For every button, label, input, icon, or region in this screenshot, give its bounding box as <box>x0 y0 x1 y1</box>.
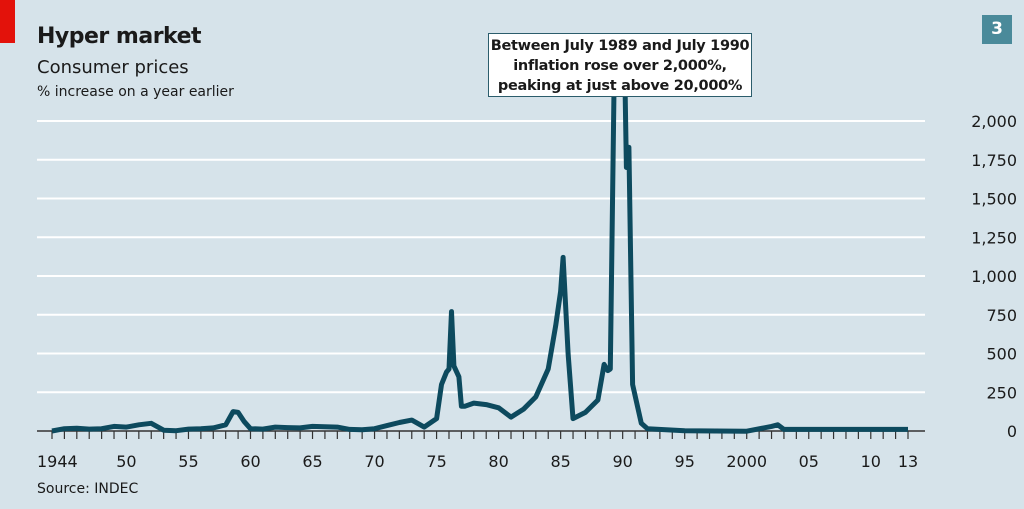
annotation-line: inflation rose over 2,000%, <box>513 58 727 74</box>
annotation-box: Between July 1989 and July 1990 inflatio… <box>488 33 752 97</box>
annotation-line: peaking at just above 20,000% <box>497 78 743 94</box>
x-tick-label: 1944 <box>37 452 78 471</box>
y-tick-label: 0 <box>1007 422 1017 441</box>
y-tick-label: 750 <box>986 306 1017 325</box>
x-tick-label: 60 <box>240 452 260 471</box>
x-tick-label: 2000 <box>726 452 767 471</box>
x-tick-label: 95 <box>675 452 695 471</box>
x-tick-label: 65 <box>302 452 322 471</box>
x-tick-label: 80 <box>488 452 508 471</box>
x-tick-label: 85 <box>550 452 570 471</box>
x-tick-label: 55 <box>178 452 198 471</box>
y-tick-label: 1,250 <box>971 228 1017 247</box>
x-tick-label: 70 <box>364 452 384 471</box>
x-tick-label: 13 <box>898 452 918 471</box>
y-tick-label: 1,750 <box>971 151 1017 170</box>
y-tick-label: 500 <box>986 345 1017 364</box>
series-line <box>51 87 908 434</box>
chart-unit: % increase on a year earlier <box>37 84 234 100</box>
chart-number-badge: 3 <box>982 15 1012 44</box>
y-tick-label: 2,000 <box>971 112 1017 131</box>
x-tick-label: 05 <box>799 452 819 471</box>
y-tick-label: 1,000 <box>971 267 1017 286</box>
y-tick-label: 1,500 <box>971 190 1017 209</box>
x-tick-label: 10 <box>861 452 881 471</box>
chart-title: Hyper market <box>37 24 202 49</box>
annotation-line: Between July 1989 and July 1990 <box>490 38 750 54</box>
chart-subtitle: Consumer prices <box>37 57 189 78</box>
source-note: Source: INDEC <box>37 481 139 497</box>
brand-bar <box>0 0 15 43</box>
x-tick-label: 50 <box>116 452 136 471</box>
x-tick-label: 75 <box>426 452 446 471</box>
x-tick-label: 90 <box>612 452 632 471</box>
y-tick-label: 250 <box>986 383 1017 402</box>
